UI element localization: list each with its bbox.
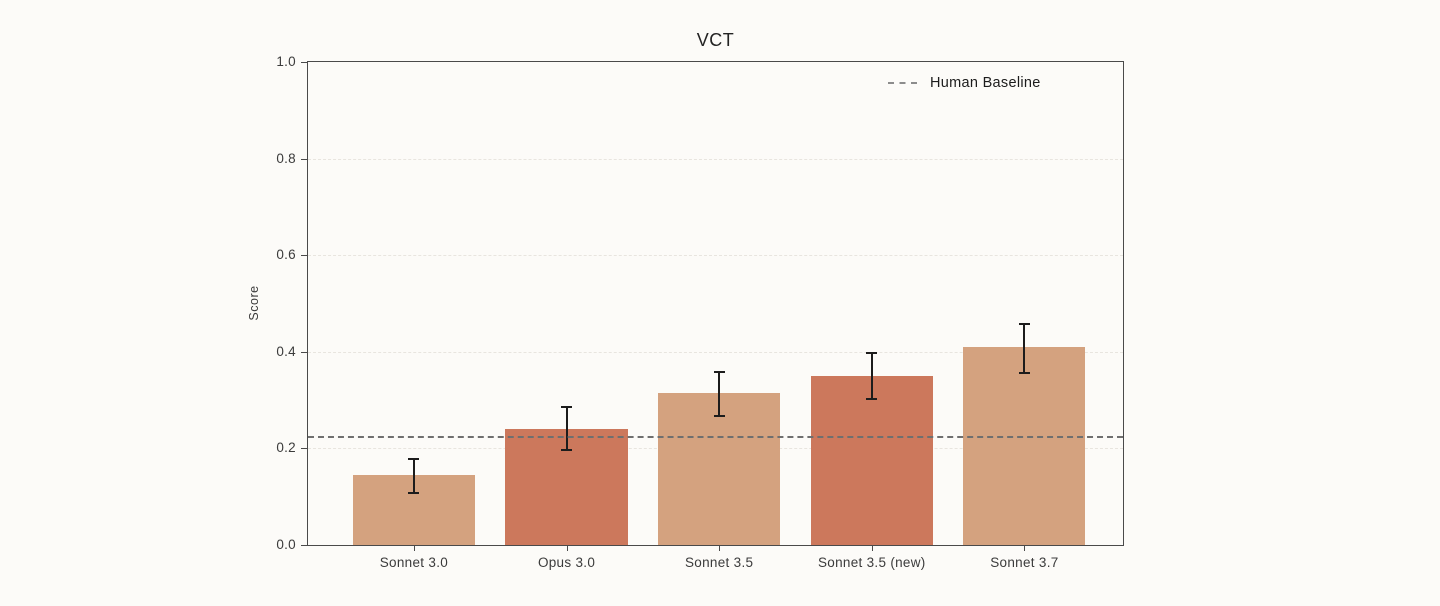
bar bbox=[810, 375, 933, 545]
error-bar-cap-top bbox=[866, 351, 878, 354]
y-tick-label: 0.8 bbox=[276, 150, 296, 166]
x-tick-mark bbox=[871, 546, 873, 551]
error-bar-cap-bottom bbox=[408, 492, 420, 495]
error-bar-cap-top bbox=[561, 405, 573, 408]
x-tick-label: Opus 3.0 bbox=[537, 555, 596, 570]
error-bar-cap-bottom bbox=[713, 415, 725, 417]
error-bar bbox=[870, 351, 873, 401]
x-tick-label: Sonnet 3.0 bbox=[379, 555, 449, 570]
y-tick-label: 0.0 bbox=[276, 537, 296, 552]
y-tick-mark bbox=[301, 62, 307, 63]
error-bar bbox=[412, 458, 415, 495]
error-bar-cap-top bbox=[1018, 322, 1030, 325]
legend-label: Human Baseline bbox=[930, 75, 1041, 91]
human-baseline-line bbox=[308, 436, 1123, 439]
y-tick-label: 1.0 bbox=[276, 54, 296, 69]
x-tick-mark bbox=[719, 546, 721, 551]
gridline bbox=[308, 351, 1123, 353]
error-bar-cap-top bbox=[713, 371, 725, 374]
plot-area: Human Baseline bbox=[307, 61, 1124, 546]
x-tick-label: Sonnet 3.7 bbox=[990, 555, 1059, 570]
x-tick-label: Sonnet 3.5 bbox=[685, 555, 754, 570]
error-bar-cap-bottom bbox=[1018, 371, 1030, 374]
legend: Human Baseline bbox=[888, 71, 1041, 95]
gridline bbox=[308, 255, 1123, 257]
error-bar-cap-bottom bbox=[561, 448, 573, 451]
y-tick-mark bbox=[301, 255, 307, 257]
x-tick-mark bbox=[1024, 546, 1026, 551]
y-tick-mark bbox=[301, 545, 307, 546]
y-tick-mark bbox=[301, 158, 307, 160]
bar-layer bbox=[308, 62, 1123, 545]
error-bar-cap-top bbox=[408, 458, 420, 461]
error-bar-cap-bottom bbox=[866, 398, 878, 401]
dashed-line-icon bbox=[888, 82, 917, 84]
error-bar bbox=[565, 405, 568, 451]
x-tick-mark bbox=[566, 546, 568, 551]
chart-title: VCT bbox=[696, 30, 735, 50]
bar bbox=[658, 392, 781, 545]
baseline-layer bbox=[308, 62, 1123, 545]
y-tick-mark bbox=[301, 448, 307, 450]
y-tick-label: 0.6 bbox=[276, 247, 296, 263]
gridline bbox=[308, 158, 1123, 160]
error-bar bbox=[1023, 322, 1026, 374]
bar bbox=[963, 346, 1086, 545]
y-tick-mark bbox=[301, 351, 307, 353]
x-tick-label: Sonnet 3.5 (new) bbox=[817, 555, 926, 570]
y-tick-label: 0.2 bbox=[276, 440, 296, 456]
error-bar bbox=[718, 371, 721, 417]
y-tick-label: 0.4 bbox=[276, 343, 296, 359]
y-axis-label: Score bbox=[247, 285, 261, 321]
x-tick-mark bbox=[413, 546, 415, 551]
